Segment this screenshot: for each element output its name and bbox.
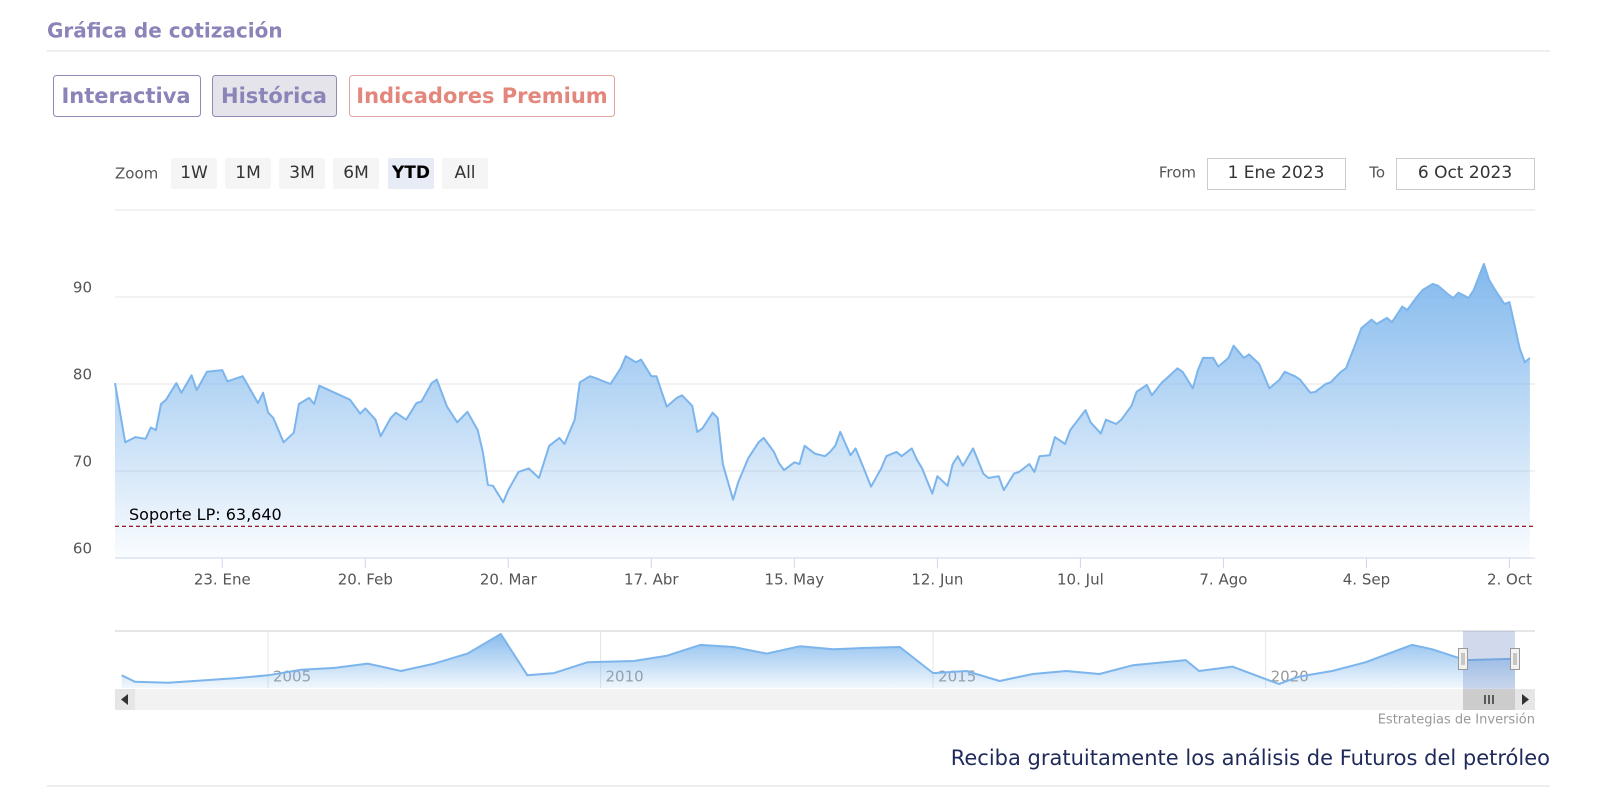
range-button[interactable]: 6M bbox=[333, 158, 379, 189]
x-tick-label: 2. Oct bbox=[1487, 571, 1532, 589]
y-tick-label: 80 bbox=[73, 366, 92, 384]
range-button-label[interactable]: 1W bbox=[180, 163, 208, 183]
x-tick-label: 4. Sep bbox=[1343, 571, 1390, 589]
scrollbar[interactable] bbox=[115, 689, 1535, 710]
support-label: Soporte LP: 63,640 bbox=[129, 505, 282, 524]
navigator-area bbox=[121, 634, 1516, 688]
price-line bbox=[114, 262, 1531, 504]
range-button-label[interactable]: YTD bbox=[391, 163, 430, 183]
credits[interactable]: Estrategias de Inversión bbox=[1378, 713, 1535, 728]
navigator: 2005201020152020 bbox=[121, 631, 1516, 688]
tab-label[interactable]: Interactiva bbox=[61, 84, 190, 108]
range-button-label[interactable]: 6M bbox=[343, 163, 368, 183]
tab[interactable]: Interactiva bbox=[53, 75, 201, 117]
to-label: To bbox=[1368, 164, 1385, 182]
x-tick-label: 15. May bbox=[765, 571, 825, 589]
navigator-handle[interactable] bbox=[1510, 648, 1520, 670]
range-button-label[interactable]: 1M bbox=[235, 163, 260, 183]
to-value[interactable]: 6 Oct 2023 bbox=[1418, 163, 1512, 183]
from-label: From bbox=[1159, 164, 1196, 182]
range-button-label[interactable]: 3M bbox=[289, 163, 314, 183]
range-button[interactable]: 1M bbox=[225, 158, 271, 189]
range-button[interactable]: 3M bbox=[279, 158, 325, 189]
tab[interactable]: Indicadores Premium bbox=[349, 75, 615, 117]
x-tick-label: 10. Jul bbox=[1057, 571, 1104, 589]
main-chart: 60 70 80 90 23. Ene 20. Feb 20. Mar 17. Abr 15. … bbox=[73, 262, 1535, 589]
navigator-selection[interactable] bbox=[1463, 631, 1515, 689]
range-button[interactable]: All bbox=[442, 158, 488, 189]
x-tick-label: 7. Ago bbox=[1199, 571, 1247, 589]
x-tick-label: 20. Feb bbox=[338, 571, 393, 589]
x-tick-label: 12. Jun bbox=[911, 571, 963, 589]
navigator-handle[interactable] bbox=[1458, 648, 1468, 670]
x-tick-label: 23. Ene bbox=[194, 571, 251, 589]
from-value[interactable]: 1 Ene 2023 bbox=[1228, 163, 1325, 183]
tab-label[interactable]: Indicadores Premium bbox=[356, 84, 607, 108]
footer-text: Reciba gratuitamente los análisis de Fut… bbox=[951, 746, 1550, 770]
range-button[interactable]: 1W bbox=[171, 158, 217, 189]
section-title: Gráfica de cotización bbox=[47, 19, 283, 43]
tab-label[interactable]: Histórica bbox=[221, 84, 327, 108]
zoom-label: Zoom bbox=[115, 165, 158, 183]
to-input[interactable]: 6 Oct 2023 bbox=[1396, 158, 1535, 190]
x-tick-label: 17. Abr bbox=[624, 571, 679, 589]
range-button-selected[interactable]: YTD bbox=[388, 158, 434, 189]
y-tick-label: 90 bbox=[73, 279, 92, 297]
price-area bbox=[115, 263, 1530, 558]
tab[interactable]: Histórica bbox=[212, 75, 337, 117]
x-tick-label: 20. Mar bbox=[480, 571, 538, 589]
y-tick-label: 60 bbox=[73, 540, 92, 558]
range-button-label[interactable]: All bbox=[454, 163, 475, 183]
y-tick-label: 70 bbox=[73, 453, 92, 471]
from-input[interactable]: 1 Ene 2023 bbox=[1207, 158, 1346, 190]
navigator-line bbox=[121, 633, 1516, 685]
